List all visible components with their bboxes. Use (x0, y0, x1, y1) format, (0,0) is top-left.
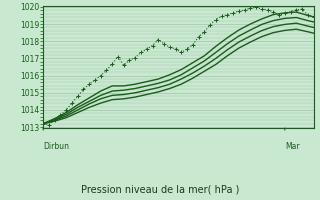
Text: Pression niveau de la mer( hPa ): Pression niveau de la mer( hPa ) (81, 184, 239, 194)
Text: Mar: Mar (285, 142, 300, 151)
Text: Dirbun: Dirbun (43, 142, 69, 151)
